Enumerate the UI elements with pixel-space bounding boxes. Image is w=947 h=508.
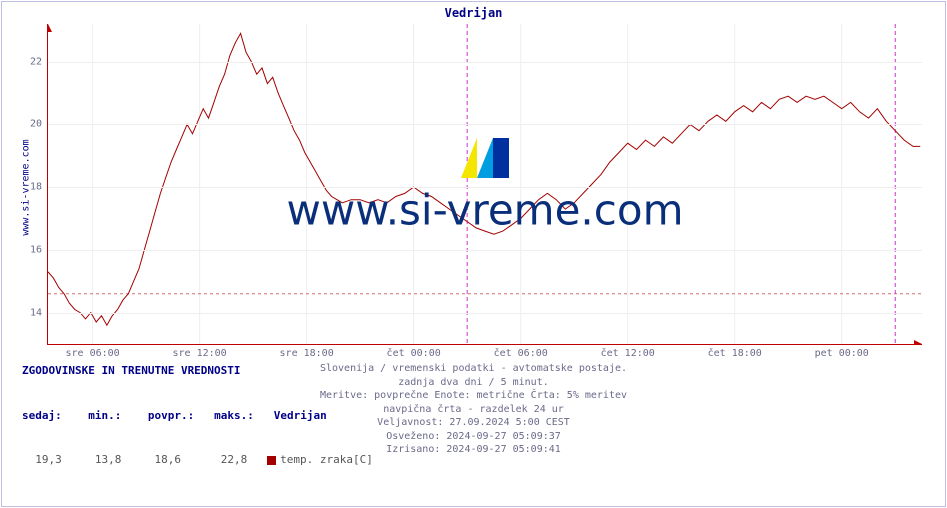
xtick-label: čet 00:00 <box>387 348 441 359</box>
ytick-label: 18 <box>30 182 42 193</box>
legend-label: temp. zraka[C] <box>280 453 373 466</box>
ytick-label: 14 <box>30 307 42 318</box>
chart-container: www.si-vreme.com Vedrijan www.si-vreme.c… <box>1 1 946 507</box>
legend-swatch <box>267 456 276 465</box>
label-min: min.: <box>88 409 121 422</box>
value-min: 13,8 <box>95 453 122 466</box>
plot-svg <box>48 24 922 344</box>
plot-area: www.si-vreme.com 1416182022sre 06:00sre … <box>47 24 922 345</box>
stats-header: ZGODOVINSKE IN TRENUTNE VREDNOSTI <box>22 364 373 379</box>
xtick-label: čet 12:00 <box>601 348 655 359</box>
stats-block: ZGODOVINSKE IN TRENUTNE VREDNOSTI sedaj:… <box>22 335 373 498</box>
xtick-label: čet 06:00 <box>494 348 548 359</box>
ytick-label: 16 <box>30 244 42 255</box>
label-series: Vedrijan <box>274 409 327 422</box>
stats-values-row: 19,3 13,8 18,6 22,8 temp. zraka[C] <box>22 453 373 468</box>
xtick-label: čet 18:00 <box>708 348 762 359</box>
gridline-h <box>48 124 922 125</box>
gridline-h <box>48 187 922 188</box>
xtick-label: pet 00:00 <box>815 348 869 359</box>
chart-title: Vedrijan <box>2 6 945 20</box>
gridline-h <box>48 62 922 63</box>
value-avg: 18,6 <box>155 453 182 466</box>
stats-labels-row: sedaj: min.: povpr.: maks.: Vedrijan <box>22 409 373 424</box>
gridline-h <box>48 250 922 251</box>
ytick-label: 20 <box>30 119 42 130</box>
gridline-h <box>48 313 922 314</box>
label-avg: povpr.: <box>148 409 194 422</box>
value-now: 19,3 <box>35 453 62 466</box>
value-max: 22,8 <box>221 453 248 466</box>
ytick-label: 22 <box>30 56 42 67</box>
label-now: sedaj: <box>22 409 62 422</box>
label-max: maks.: <box>214 409 254 422</box>
